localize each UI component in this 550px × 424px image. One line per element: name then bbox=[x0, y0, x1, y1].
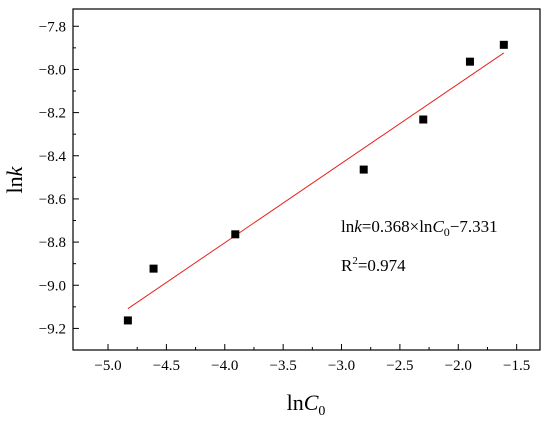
y-axis-title-main: ln bbox=[2, 176, 27, 193]
x-axis-title-sub: 0 bbox=[318, 404, 325, 419]
y-tick-label: −9.2 bbox=[39, 321, 66, 337]
fit-equation: lnk=0.368×lnC0−7.331 bbox=[341, 217, 498, 239]
x-tick-label: −2.0 bbox=[445, 358, 472, 374]
eq-italic-c: C bbox=[432, 217, 444, 236]
x-axis-title-italic: C bbox=[304, 390, 319, 415]
y-tick-label: −7.8 bbox=[39, 19, 66, 35]
data-point bbox=[359, 165, 368, 174]
eq-part2: =0.368×ln bbox=[362, 217, 433, 236]
data-point bbox=[123, 316, 132, 325]
data-point bbox=[499, 40, 508, 49]
data-point bbox=[231, 230, 240, 239]
r2-sup: 2 bbox=[352, 255, 358, 267]
data-point bbox=[419, 115, 428, 124]
x-tick-label: −3.0 bbox=[328, 358, 355, 374]
y-tick-label: −8.2 bbox=[39, 106, 66, 122]
y-axis-title: lnk bbox=[2, 165, 27, 193]
x-axis-title-main: ln bbox=[287, 390, 304, 415]
y-tick-label: −8.6 bbox=[39, 192, 67, 208]
y-tick-label: −9.0 bbox=[39, 278, 66, 294]
eq-part1: ln bbox=[341, 217, 355, 236]
eq-italic-k: k bbox=[354, 217, 362, 236]
r-squared: R2=0.974 bbox=[341, 255, 406, 275]
y-axis-title-italic: k bbox=[2, 165, 27, 176]
x-axis-title: lnC0 bbox=[287, 390, 326, 419]
x-tick-label: −3.5 bbox=[270, 358, 297, 374]
x-tick-label: −1.5 bbox=[503, 358, 530, 374]
x-tick-label: −5.0 bbox=[94, 358, 121, 374]
x-tick-label: −4.5 bbox=[153, 358, 180, 374]
y-tick-label: −8.8 bbox=[39, 235, 66, 251]
y-tick-label: −8.4 bbox=[39, 149, 67, 165]
y-axis-ticks: −9.2 −9.0 −8.8 −8.6 −8.4 −8.2 −8.0 −7.8 bbox=[39, 19, 79, 337]
y-tick-label: −8.0 bbox=[39, 62, 66, 78]
eq-sub: 0 bbox=[444, 225, 450, 239]
fit-line bbox=[127, 52, 505, 310]
x-axis-ticks: −5.0 −4.5 −4.0 −3.5 −3.0 −2.5 −2.0 −1.5 bbox=[94, 344, 530, 374]
r2-rest: =0.974 bbox=[358, 256, 406, 275]
x-tick-label: −4.0 bbox=[211, 358, 238, 374]
data-point bbox=[149, 264, 158, 273]
data-point bbox=[465, 57, 474, 66]
r2-base: R bbox=[341, 256, 353, 275]
data-points bbox=[123, 40, 508, 325]
plot-frame bbox=[72, 8, 541, 351]
x-tick-label: −2.5 bbox=[386, 358, 413, 374]
eq-part3: −7.331 bbox=[450, 217, 498, 236]
